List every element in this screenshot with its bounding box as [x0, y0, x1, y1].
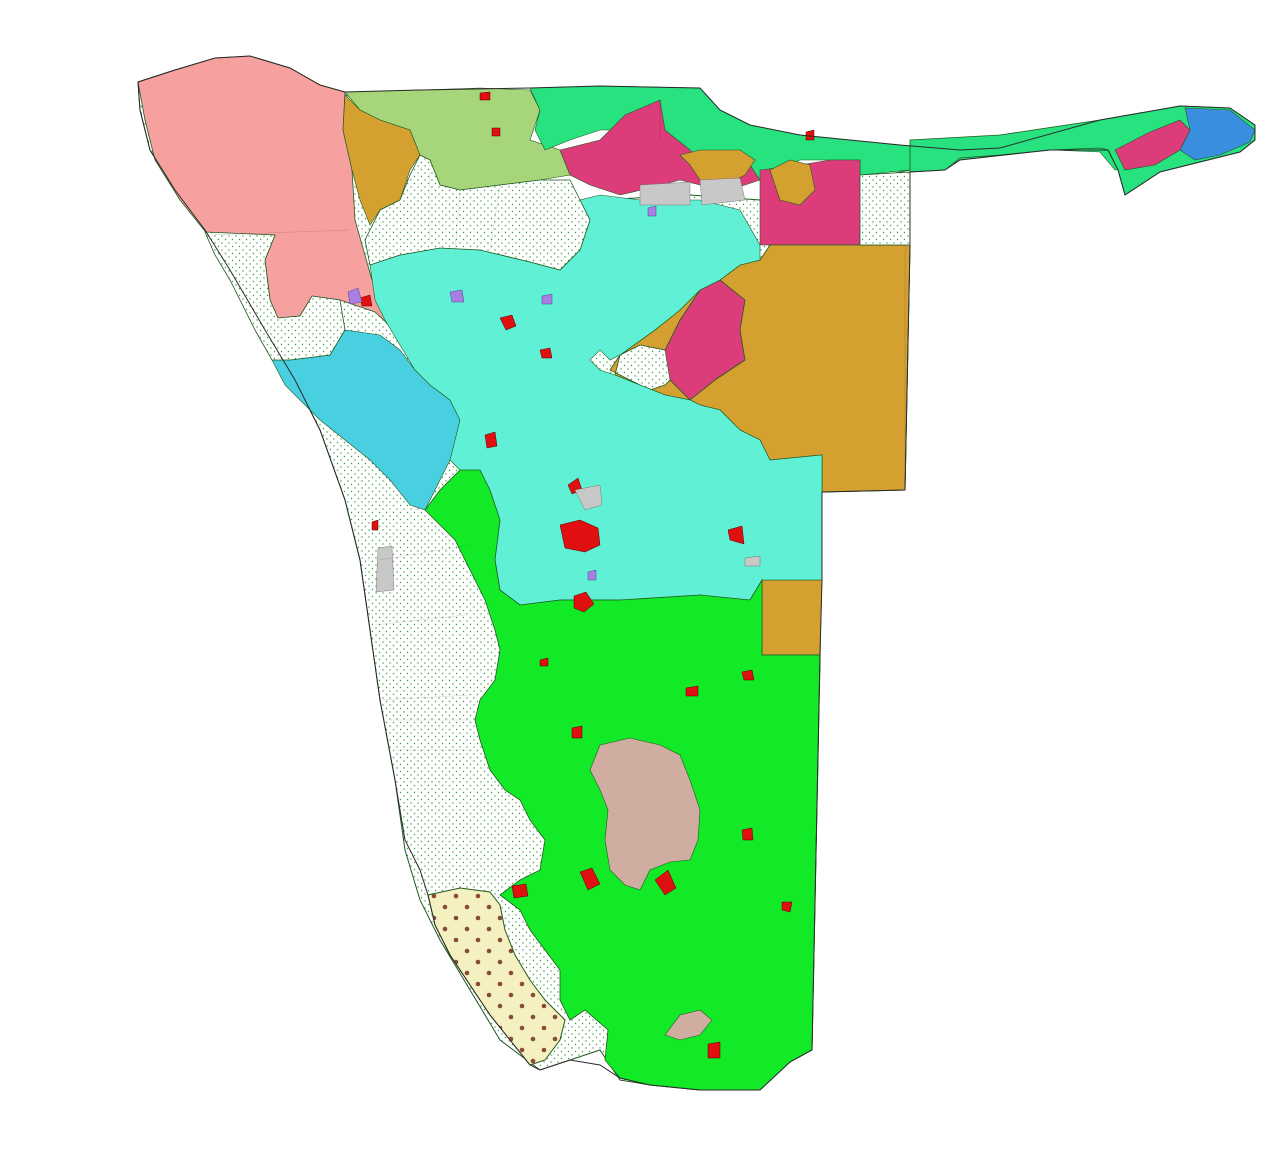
- reserve-zone-coast-a: [204, 231, 346, 361]
- east-magenta-region: [1114, 119, 1191, 171]
- urban-spots: [359, 91, 815, 1059]
- district-lines: [209, 100, 906, 751]
- east-blue-region: [1179, 107, 1256, 161]
- taupe-highlands: [589, 737, 701, 891]
- ochre-region-ne: [769, 159, 816, 206]
- reserve-zone-east: [859, 171, 911, 246]
- taupe-south: [664, 1009, 713, 1041]
- ochre-region-north: [679, 149, 756, 186]
- reserve-zone-north: [364, 154, 591, 271]
- country-outline: [137, 55, 1256, 1091]
- gray-spots: [375, 177, 761, 593]
- ochre-region-southeast: [761, 579, 823, 656]
- lavender-spots: [347, 205, 657, 581]
